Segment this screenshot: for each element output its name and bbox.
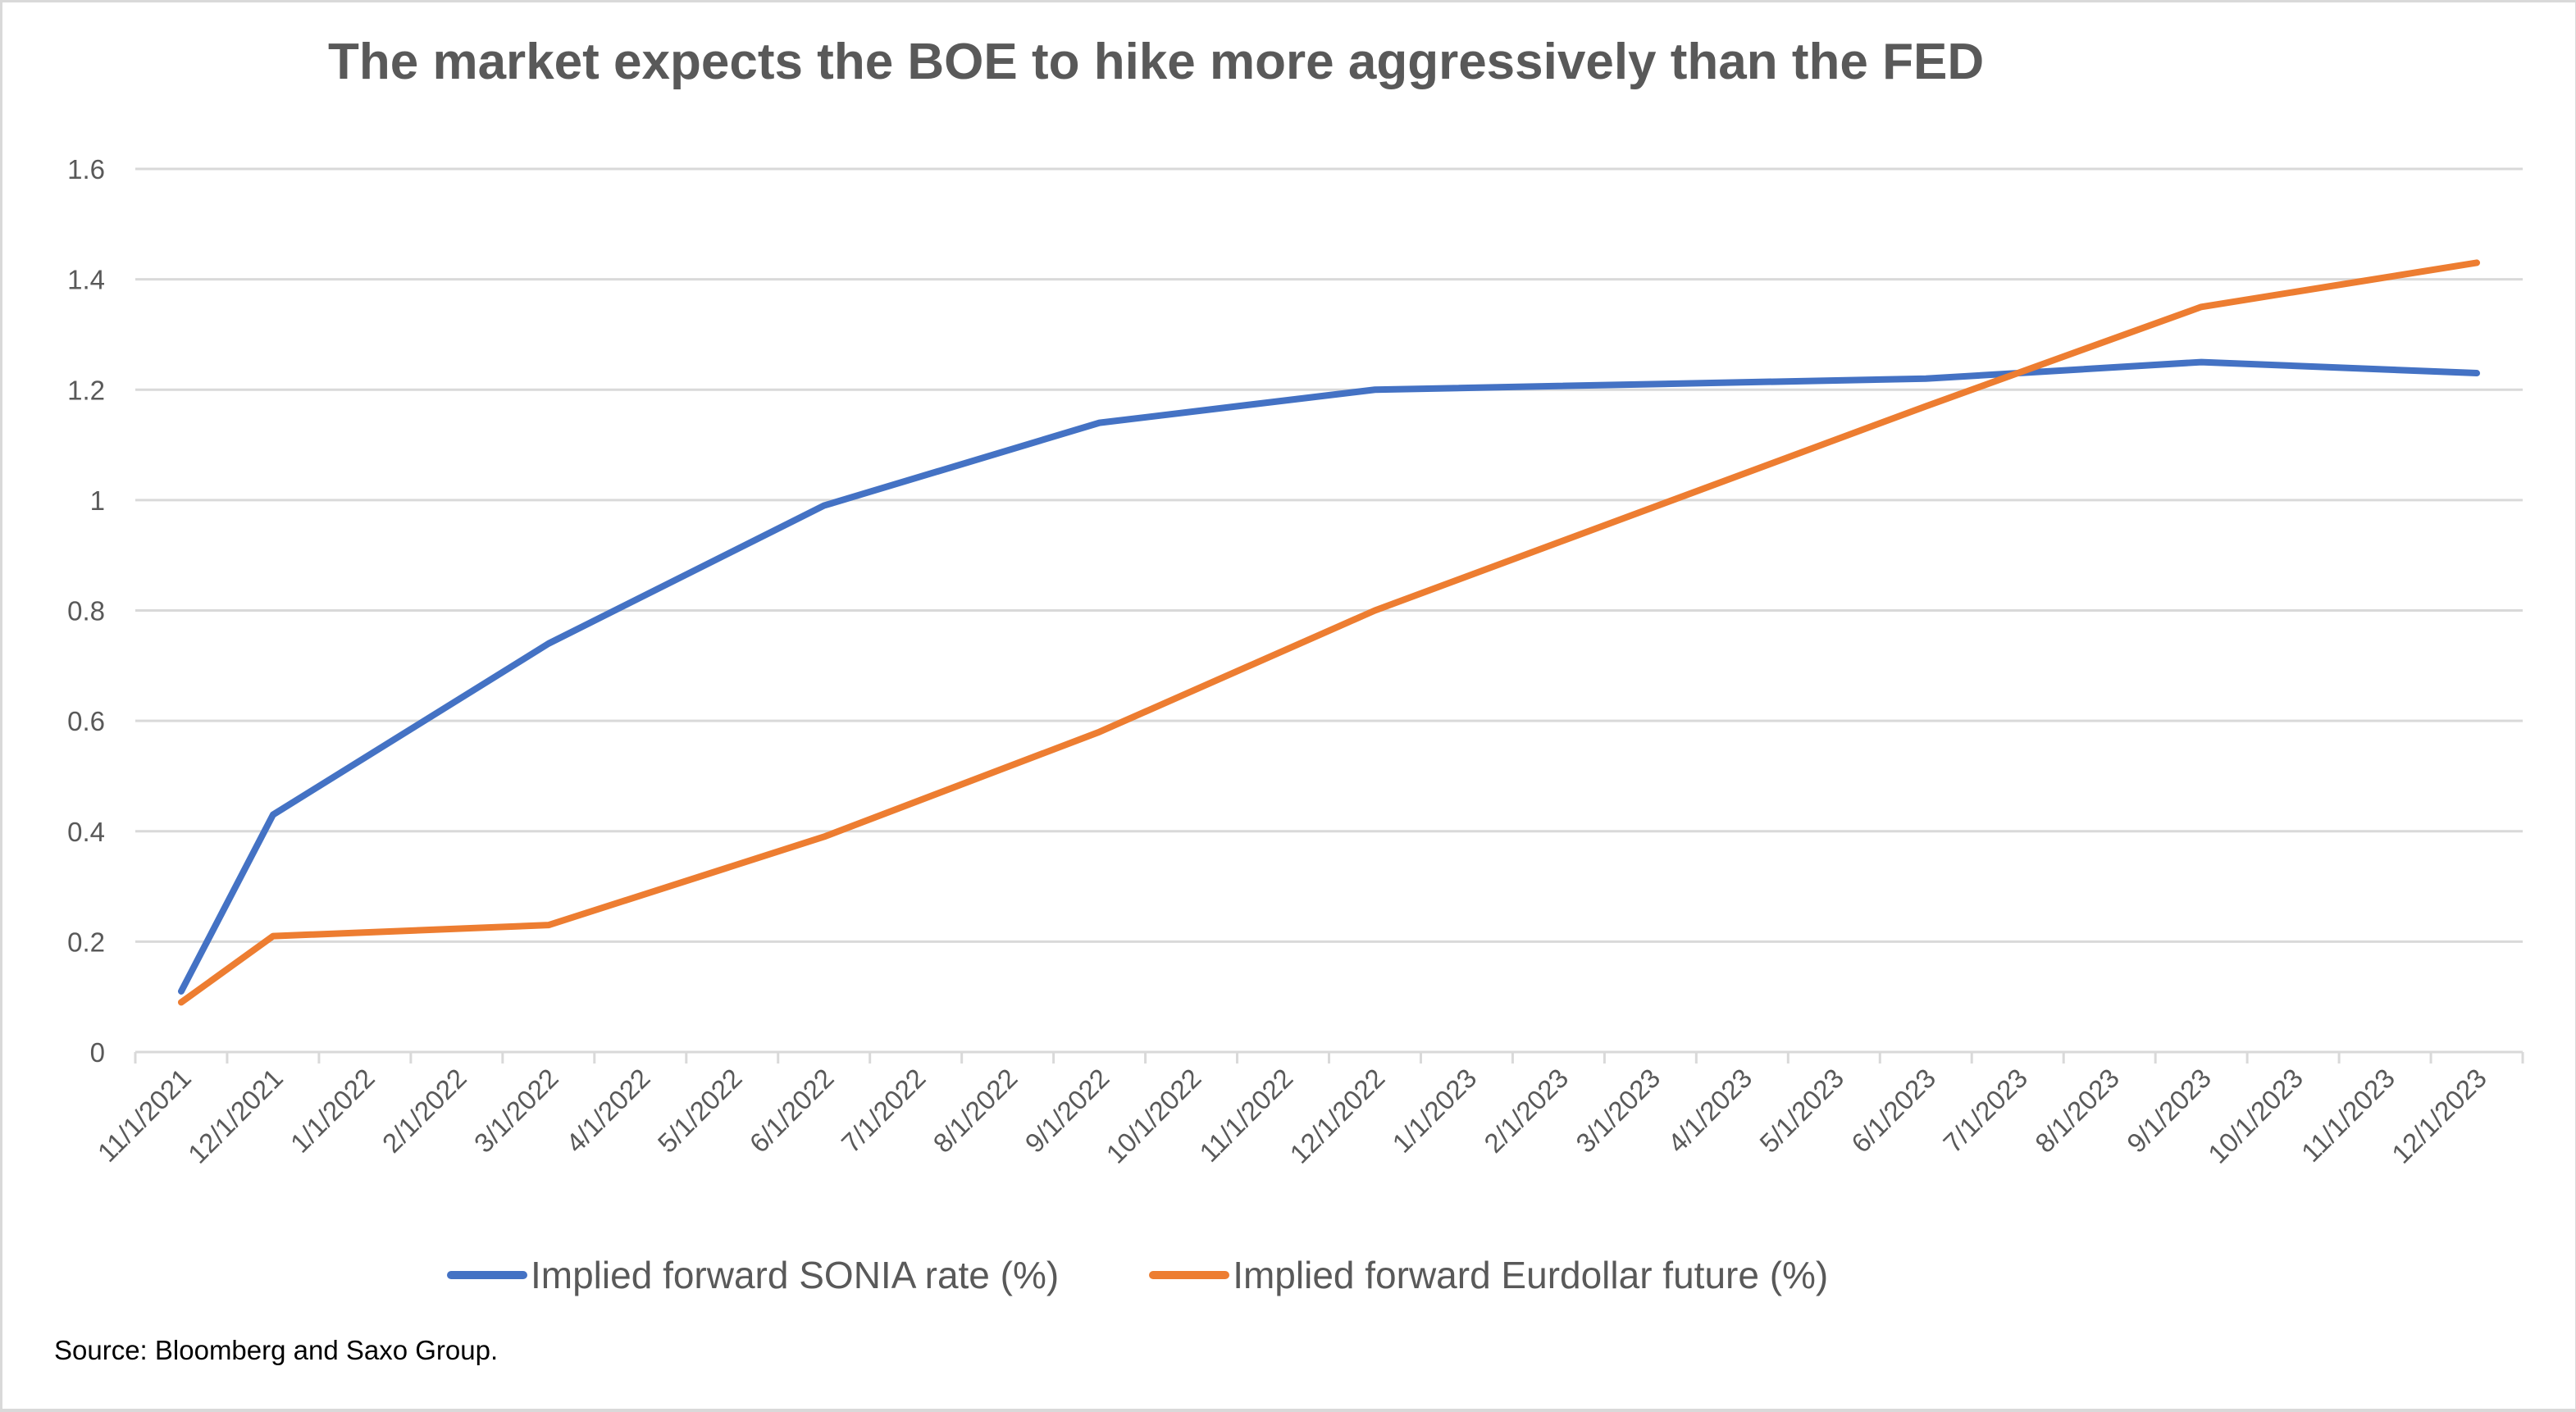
x-axis-ticks: 11/1/202112/1/20211/1/20222/1/20223/1/20… [92,1063,2492,1169]
x-tick-label: 7/1/2023 [1937,1063,2033,1159]
y-tick-label: 1.6 [67,154,105,184]
x-tick-label: 11/1/2021 [92,1063,197,1168]
legend-item-sonia: Implied forward SONIA rate (%) [447,1253,1059,1297]
y-axis-ticks: 0 0.2 0.4 0.6 0.8 1 1.2 1.4 1.6 [67,154,105,1068]
x-tick-label: 10/1/2023 [2202,1063,2309,1169]
x-tick-label: 5/1/2023 [1753,1063,1849,1159]
x-tick-label: 7/1/2022 [836,1063,932,1159]
series-lines [181,262,2477,1002]
y-tick-label: 1 [90,485,105,516]
x-tick-label: 2/1/2022 [376,1063,472,1159]
gridlines [135,169,2523,941]
x-tick-label: 3/1/2023 [1570,1063,1666,1159]
x-tick-label: 10/1/2022 [1101,1063,1207,1169]
y-tick-label: 0.6 [67,706,105,736]
legend-swatch-eurodollar [1149,1271,1229,1279]
x-tick-label: 12/1/2022 [1283,1063,1390,1169]
x-tick-label: 8/1/2022 [928,1063,1024,1159]
x-tick-label: 4/1/2022 [560,1063,656,1159]
x-tick-label: 1/1/2022 [285,1063,381,1159]
x-tick-label: 5/1/2022 [652,1063,748,1159]
y-tick-label: 0.2 [67,927,105,957]
y-tick-label: 0 [90,1037,105,1068]
x-tick-label: 3/1/2022 [468,1063,564,1159]
y-tick-label: 1.4 [67,265,105,295]
y-tick-label: 0.8 [67,596,105,626]
legend-label-eurodollar: Implied forward Eurdollar future (%) [1233,1253,1828,1297]
x-tick-label: 4/1/2023 [1662,1063,1758,1159]
y-tick-label: 1.2 [67,375,105,405]
x-tick-label: 12/1/2023 [2386,1063,2492,1169]
legend-label-sonia: Implied forward SONIA rate (%) [531,1253,1059,1297]
x-tick-label: 1/1/2023 [1386,1063,1482,1159]
legend: Implied forward SONIA rate (%) Implied f… [447,1253,1918,1297]
legend-swatch-sonia [447,1271,527,1279]
x-tick-label: 8/1/2023 [2029,1063,2125,1159]
x-tick-label: 9/1/2023 [2121,1063,2217,1159]
series-line-sonia [181,362,2477,991]
x-tick-label: 11/1/2022 [1193,1063,1298,1168]
x-tick-label: 6/1/2022 [744,1063,840,1159]
source-note: Source: Bloomberg and Saxo Group. [54,1335,498,1366]
x-tick-label: 11/1/2023 [2296,1063,2400,1168]
y-tick-label: 0.4 [67,817,105,847]
x-tick-label: 2/1/2023 [1478,1063,1574,1159]
series-line-eurodollar [181,262,2477,1002]
legend-item-eurodollar: Implied forward Eurdollar future (%) [1149,1253,1828,1297]
x-tick-label: 12/1/2021 [182,1063,289,1169]
x-tick-label: 9/1/2022 [1019,1063,1115,1159]
x-axis [135,1052,2523,1064]
x-tick-label: 6/1/2023 [1845,1063,1941,1159]
